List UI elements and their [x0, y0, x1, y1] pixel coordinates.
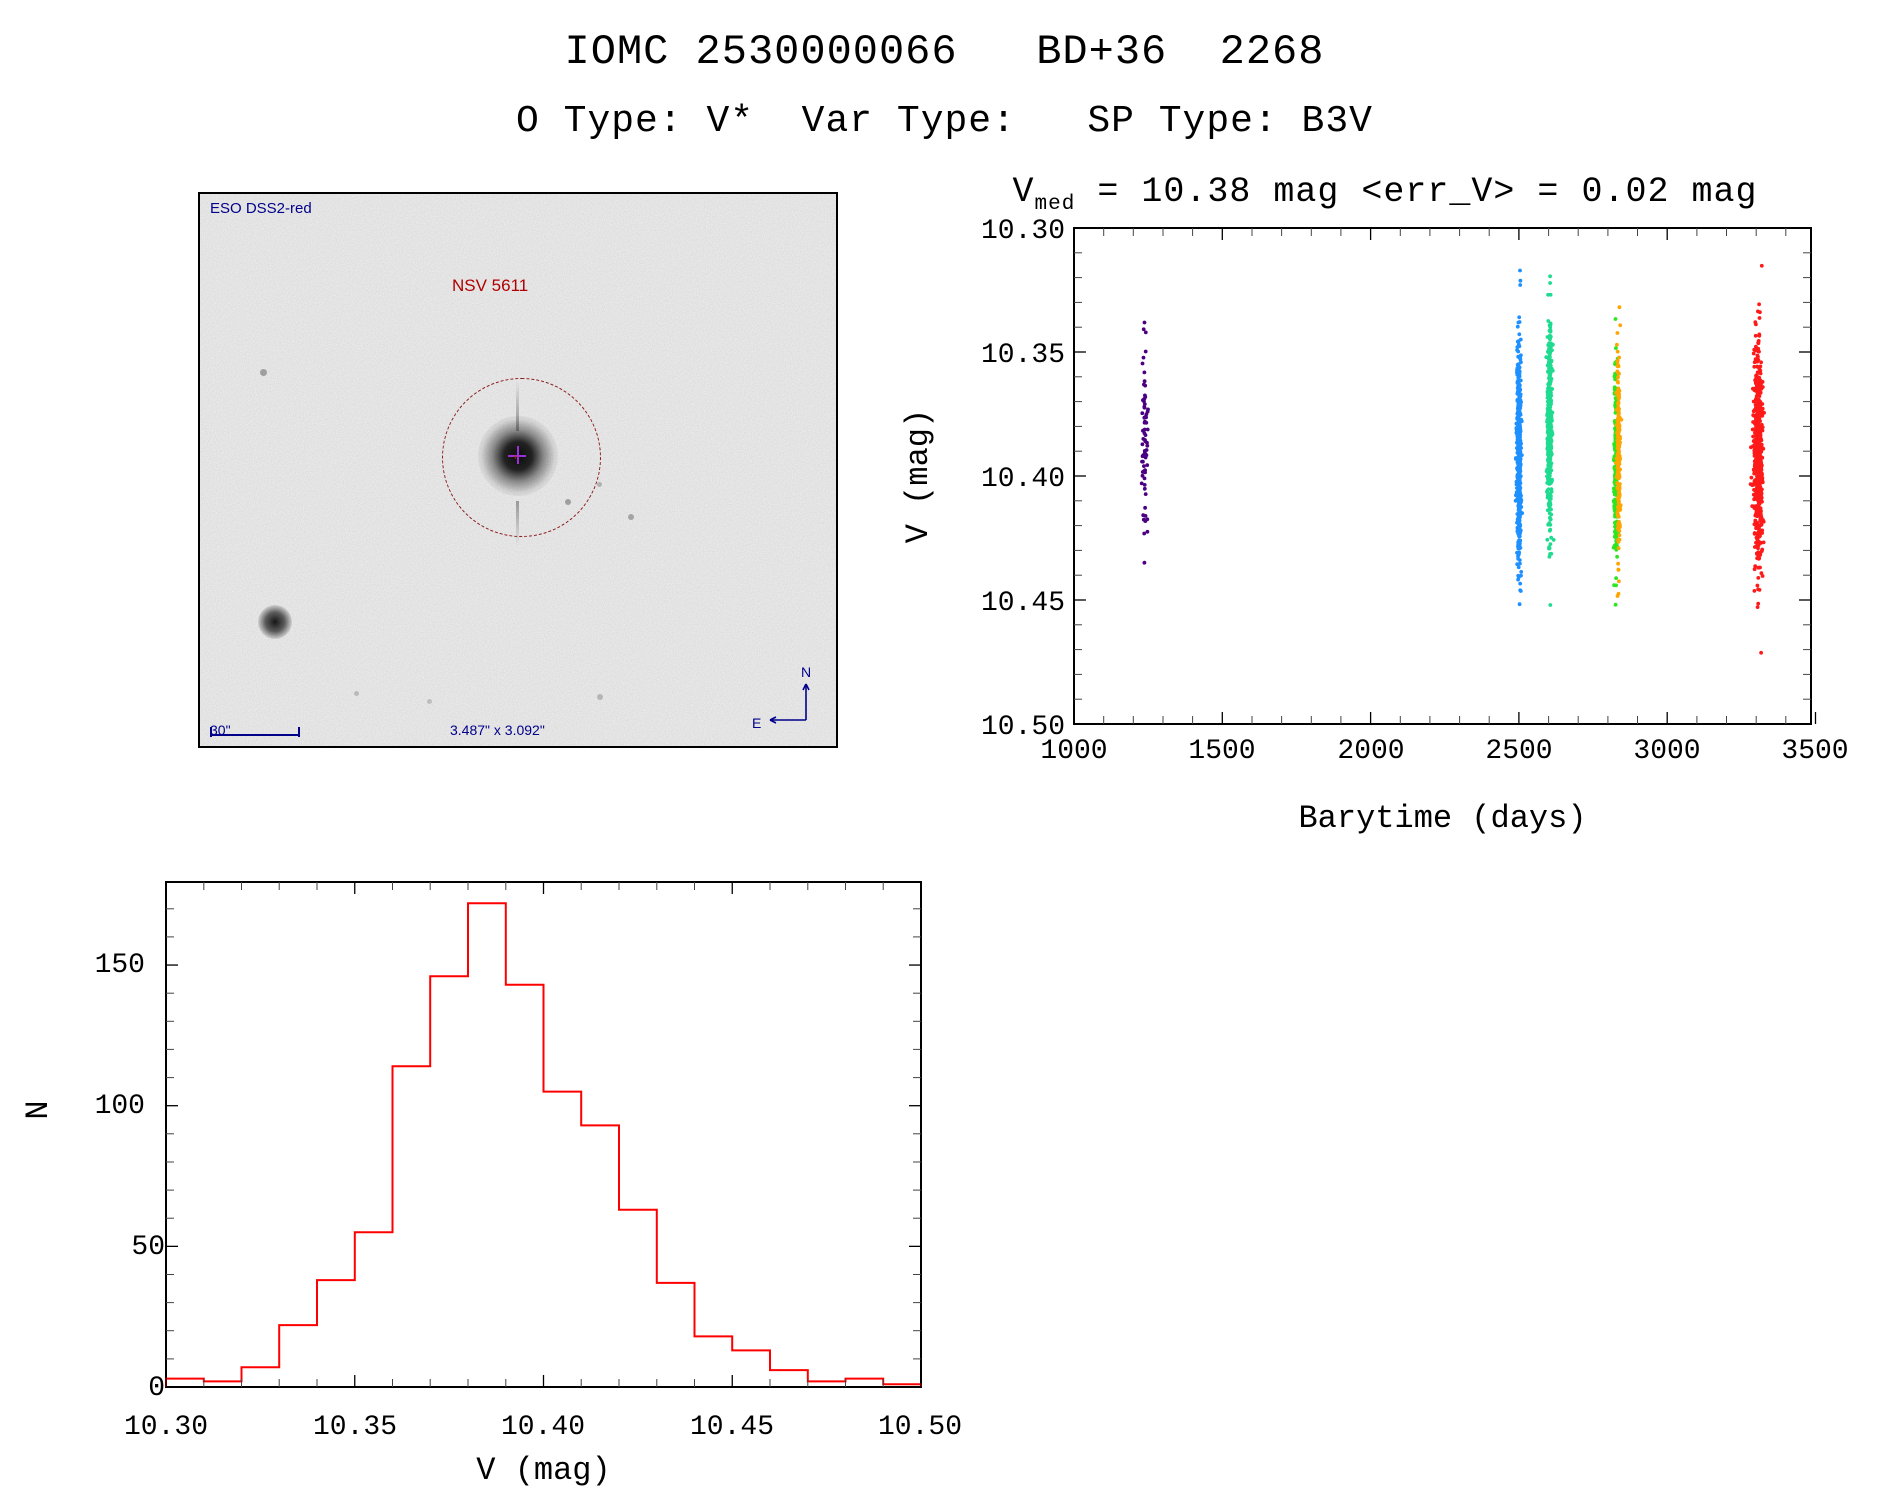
svg-text:N: N: [801, 664, 811, 680]
svg-text:E: E: [752, 715, 761, 731]
